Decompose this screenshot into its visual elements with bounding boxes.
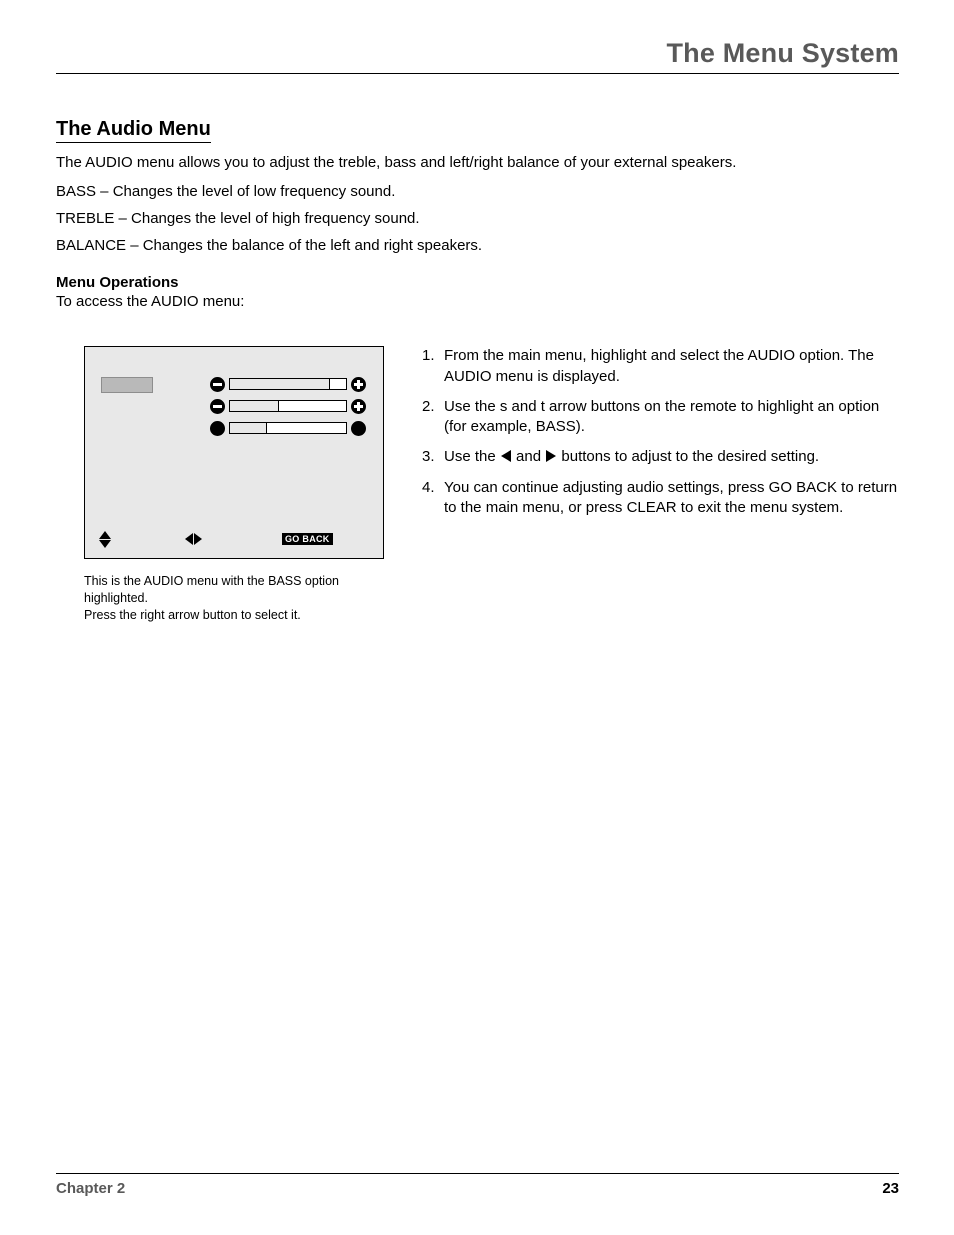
slider-bar	[229, 378, 347, 390]
intro-text: The AUDIO menu allows you to adjust the …	[56, 153, 899, 173]
slider-bar	[229, 400, 347, 412]
step-text: Use the and buttons to adjust to the des…	[444, 447, 899, 467]
caption-line: This is the AUDIO menu with the BASS opt…	[84, 574, 339, 605]
nav-row: GO BACK	[99, 530, 369, 548]
left-column: GO BACK This is the AUDIO menu with the …	[56, 346, 386, 624]
page-footer: Chapter 2 23	[56, 1173, 899, 1197]
step-text: From the main menu, highlight and select…	[444, 346, 899, 387]
slider-row-balance	[210, 419, 366, 437]
page-number: 23	[882, 1180, 899, 1197]
two-column-layout: GO BACK This is the AUDIO menu with the …	[56, 346, 899, 624]
slider-fill	[230, 423, 267, 433]
section-title: The Audio Menu	[56, 118, 211, 143]
def-bass: BASS – Changes the level of low frequenc…	[56, 183, 899, 200]
step-number: 1.	[422, 346, 444, 387]
step-number: 3.	[422, 447, 444, 467]
caption-line: Press the right arrow button to select i…	[84, 608, 301, 622]
dot-icon	[210, 421, 225, 436]
page-header: The Menu System	[56, 38, 899, 74]
step-item: 4. You can continue adjusting audio sett…	[422, 478, 899, 519]
steps-list: 1. From the main menu, highlight and sel…	[422, 346, 899, 518]
step-text: You can continue adjusting audio setting…	[444, 478, 899, 519]
right-arrow-icon	[546, 450, 556, 462]
step-item: 2. Use the s and t arrow buttons on the …	[422, 397, 899, 438]
menu-ops-heading: Menu Operations	[56, 274, 899, 291]
def-balance: BALANCE – Changes the balance of the lef…	[56, 237, 899, 254]
left-arrow-icon	[501, 450, 511, 462]
text-fragment: buttons to adjust to the desired setting…	[557, 448, 819, 465]
go-back-badge: GO BACK	[282, 533, 333, 545]
left-right-arrows-icon	[185, 533, 202, 545]
minus-icon	[210, 399, 225, 414]
plus-icon	[351, 377, 366, 392]
chapter-label: Chapter 2	[56, 1180, 125, 1197]
page: The Menu System The Audio Menu The AUDIO…	[56, 38, 899, 1197]
step-number: 4.	[422, 478, 444, 519]
dot-icon	[351, 421, 366, 436]
diagram-caption: This is the AUDIO menu with the BASS opt…	[84, 573, 404, 624]
step-item: 3. Use the and buttons to adjust to the …	[422, 447, 899, 467]
step-number: 2.	[422, 397, 444, 438]
text-fragment: and	[512, 448, 545, 465]
def-treble: TREBLE – Changes the level of high frequ…	[56, 210, 899, 227]
slider-bar	[229, 422, 347, 434]
step-text: Use the s and t arrow buttons on the rem…	[444, 397, 899, 438]
text-fragment: Use the	[444, 448, 500, 465]
slider-fill	[230, 401, 279, 411]
slider-row-treble	[210, 397, 366, 415]
slider-row-bass	[210, 375, 366, 393]
audio-menu-diagram: GO BACK	[84, 346, 384, 559]
right-column: 1. From the main menu, highlight and sel…	[422, 346, 899, 528]
menu-ops-lead: To access the AUDIO menu:	[56, 293, 899, 310]
up-down-arrows-icon	[99, 531, 111, 548]
minus-icon	[210, 377, 225, 392]
header-title: The Menu System	[666, 38, 899, 68]
step-item: 1. From the main menu, highlight and sel…	[422, 346, 899, 387]
slider-fill	[230, 379, 330, 389]
highlighted-option	[101, 377, 153, 393]
plus-icon	[351, 399, 366, 414]
